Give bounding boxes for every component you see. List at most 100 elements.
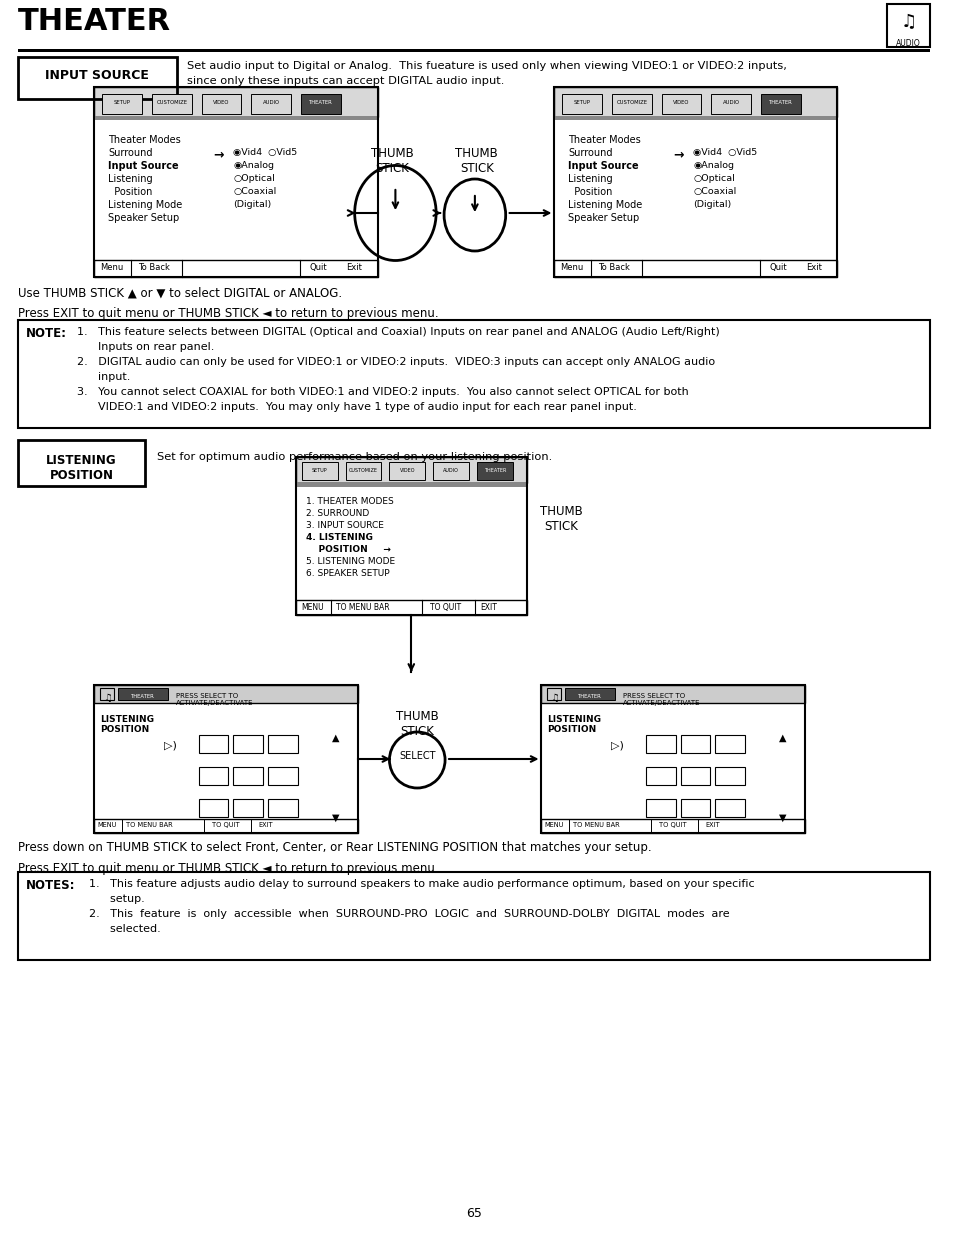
Text: Menu: Menu <box>559 263 583 272</box>
Text: THUMB
STICK: THUMB STICK <box>371 147 414 175</box>
Text: →: → <box>673 148 683 161</box>
Bar <box>94 685 357 703</box>
Text: setup.: setup. <box>90 894 145 904</box>
Bar <box>565 688 615 700</box>
Text: THEATER: THEATER <box>132 694 154 699</box>
Bar <box>476 462 512 480</box>
Text: LISTENING
POSITION: LISTENING POSITION <box>547 715 600 735</box>
Text: ▲: ▲ <box>332 734 339 743</box>
Bar <box>611 94 651 114</box>
Text: Theater Modes: Theater Modes <box>568 135 640 144</box>
Text: Listening Mode: Listening Mode <box>109 200 182 210</box>
Text: →: → <box>213 148 224 161</box>
Bar <box>554 261 837 277</box>
Bar <box>541 685 804 832</box>
Text: 6. SPEAKER SETUP: 6. SPEAKER SETUP <box>306 569 389 578</box>
Text: LISTENING
POSITION: LISTENING POSITION <box>100 715 154 735</box>
Bar <box>295 457 526 483</box>
Text: LISTENING
POSITION: LISTENING POSITION <box>46 454 116 482</box>
Bar <box>561 94 601 114</box>
Text: 3. INPUT SOURCE: 3. INPUT SOURCE <box>306 521 383 530</box>
Text: 1. THEATER MODES: 1. THEATER MODES <box>306 496 394 506</box>
Text: CUSTOMIZE: CUSTOMIZE <box>616 100 647 105</box>
Bar <box>345 462 381 480</box>
Bar <box>886 4 929 47</box>
Bar <box>760 94 800 114</box>
Text: TO QUIT: TO QUIT <box>430 603 461 613</box>
Bar <box>94 261 377 277</box>
Text: AUDIO: AUDIO <box>262 100 279 105</box>
Text: THEATER: THEATER <box>483 468 505 473</box>
Text: ▼: ▼ <box>779 813 786 823</box>
Bar <box>679 735 710 753</box>
Bar <box>554 86 837 117</box>
Text: 1.   This feature selects between DIGITAL (Optical and Coaxial) Inputs on rear p: 1. This feature selects between DIGITAL … <box>77 327 720 337</box>
Text: SELECT: SELECT <box>398 751 436 761</box>
Text: INPUT SOURCE: INPUT SOURCE <box>46 69 149 82</box>
Text: Quit: Quit <box>769 263 787 272</box>
Text: Press EXIT to quit menu or THUMB STICK ◄ to return to previous menu.: Press EXIT to quit menu or THUMB STICK ◄… <box>18 308 438 320</box>
Bar <box>295 457 526 483</box>
Bar <box>554 86 837 117</box>
Text: Set audio input to Digital or Analog.  This fueature is used only when viewing V: Set audio input to Digital or Analog. Th… <box>187 61 786 70</box>
Bar <box>268 735 297 753</box>
Bar <box>645 767 675 785</box>
Text: ◉Vid4  ○Vid5: ◉Vid4 ○Vid5 <box>693 148 757 157</box>
Bar <box>18 440 145 487</box>
Text: EXIT: EXIT <box>704 823 720 827</box>
Text: Listening Mode: Listening Mode <box>568 200 641 210</box>
Bar <box>301 94 340 114</box>
Bar <box>198 767 229 785</box>
Text: TO MENU BAR: TO MENU BAR <box>573 823 619 827</box>
Text: Press EXIT to quit menu or THUMB STICK ◄ to return to previous menu.: Press EXIT to quit menu or THUMB STICK ◄… <box>18 862 438 876</box>
Bar <box>547 688 560 700</box>
Bar <box>233 799 263 818</box>
Bar <box>102 94 142 114</box>
Text: To Back: To Back <box>138 263 170 272</box>
Text: AUDIO: AUDIO <box>895 40 920 48</box>
Text: EXIT: EXIT <box>479 603 497 613</box>
Bar <box>645 799 675 818</box>
Bar <box>18 49 929 52</box>
Bar <box>94 685 357 832</box>
Bar <box>389 462 425 480</box>
Bar <box>94 685 357 703</box>
Bar <box>198 735 229 753</box>
Text: VIDEO: VIDEO <box>673 100 689 105</box>
Text: Surround: Surround <box>568 148 612 158</box>
Text: SETUP: SETUP <box>312 468 328 473</box>
Text: Menu: Menu <box>100 263 124 272</box>
Text: ◉Analog: ◉Analog <box>233 161 274 170</box>
Text: Exit: Exit <box>805 263 821 272</box>
Text: 1.   This feature adjusts audio delay to surround speakers to make audio perform: 1. This feature adjusts audio delay to s… <box>90 879 754 889</box>
Bar <box>152 94 192 114</box>
Bar <box>661 94 700 114</box>
Text: TO QUIT: TO QUIT <box>212 823 239 827</box>
Text: THEATER: THEATER <box>578 694 601 699</box>
Bar <box>18 57 176 99</box>
Text: Listening: Listening <box>109 174 152 184</box>
Text: ○Coaxial: ○Coaxial <box>693 186 736 196</box>
Text: THEATER: THEATER <box>18 7 171 36</box>
Text: (Digital): (Digital) <box>233 200 272 209</box>
Bar <box>94 116 377 120</box>
Bar <box>302 462 337 480</box>
Text: ○Optical: ○Optical <box>693 174 735 183</box>
Text: 2.   DIGITAL audio can only be used for VIDEO:1 or VIDEO:2 inputs.  VIDEO:3 inpu: 2. DIGITAL audio can only be used for VI… <box>77 357 715 367</box>
Text: (Digital): (Digital) <box>693 200 731 209</box>
Text: Position: Position <box>568 186 612 198</box>
Text: NOTE:: NOTE: <box>26 327 67 340</box>
Bar <box>251 94 291 114</box>
Text: selected.: selected. <box>90 924 161 934</box>
Bar <box>295 600 526 615</box>
Text: ○Coaxial: ○Coaxial <box>233 186 276 196</box>
Bar <box>18 872 929 960</box>
Text: Exit: Exit <box>345 263 361 272</box>
Bar <box>268 767 297 785</box>
Bar <box>711 94 750 114</box>
Text: Position: Position <box>109 186 152 198</box>
Text: ◉Vid4  ○Vid5: ◉Vid4 ○Vid5 <box>233 148 297 157</box>
Text: TO MENU BAR: TO MENU BAR <box>126 823 172 827</box>
Bar <box>201 94 241 114</box>
Text: ♫: ♫ <box>103 693 112 703</box>
